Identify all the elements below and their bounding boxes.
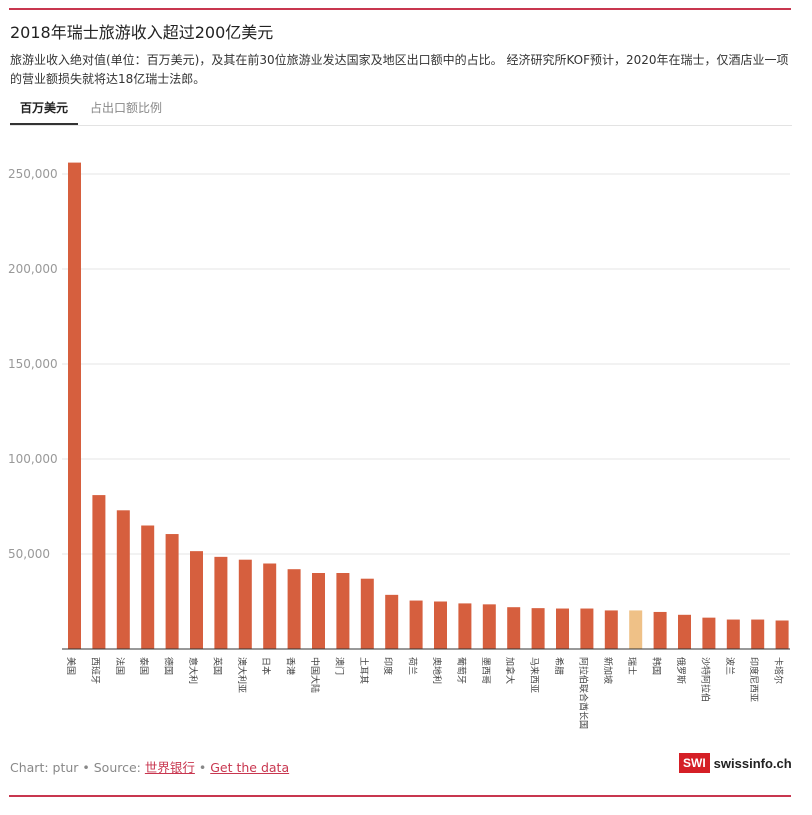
tab-export-share[interactable]: 占出口额比例 [90, 101, 163, 115]
x-tick-label: 波兰 [724, 657, 736, 675]
bar [482, 604, 496, 649]
x-tick-label: 加拿大 [504, 657, 516, 684]
bar [190, 551, 203, 649]
footer-separator: • [194, 760, 211, 775]
bar [507, 607, 521, 649]
bar [726, 619, 740, 649]
bar [68, 162, 81, 649]
x-tick-label: 瑞士 [626, 657, 638, 675]
bar [458, 603, 472, 649]
bar [287, 569, 301, 649]
x-tick-label: 荷兰 [407, 657, 419, 675]
bar [92, 495, 106, 649]
x-tick-label: 沙特阿拉伯 [699, 657, 711, 702]
x-tick-label: 阿拉伯联合酋长国 [577, 657, 589, 729]
x-tick-label: 澳门 [333, 657, 345, 675]
x-tick-label: 葡萄牙 [455, 657, 467, 684]
x-tick-label: 俄罗斯 [675, 657, 687, 684]
bar [653, 611, 667, 649]
x-tick-label: 马来西亚 [529, 657, 540, 693]
y-tick-label: 50,000 [8, 547, 50, 561]
x-tick-label: 法国 [114, 657, 126, 675]
bar [434, 601, 447, 649]
bar-chart: 50,000 100,000 150,000 200,000 250,000 美国 西班牙 法… [8, 162, 790, 729]
bar [629, 610, 643, 649]
bar [385, 594, 399, 649]
bar [678, 614, 691, 649]
tab-bar: 百万美元 占出口额比例 [10, 93, 792, 126]
bar [556, 608, 569, 649]
y-tick-label: 250,000 [8, 167, 58, 181]
credit-text: Chart: ptur • Source: [10, 760, 145, 775]
x-tick-label: 日本 [260, 657, 272, 675]
x-tick-label: 印度尼西亚 [748, 657, 760, 702]
x-tick-label: 美国 [65, 657, 77, 675]
x-tick-label: 英国 [211, 657, 223, 675]
get-data-link[interactable]: Get the data [210, 760, 290, 775]
bar [165, 534, 179, 649]
x-tick-label: 新加坡 [602, 657, 614, 684]
x-tick-label: 土耳其 [358, 657, 370, 684]
bar [360, 578, 374, 649]
swissinfo-logo[interactable]: SWI swissinfo.ch [679, 752, 792, 774]
source-link[interactable]: 世界银行 [144, 760, 195, 775]
x-tick-label: 奥地利 [431, 657, 443, 684]
x-tick-label: 西班牙 [89, 657, 101, 684]
x-tick-label: 墨西哥 [480, 657, 491, 684]
bar [604, 610, 618, 649]
y-tick-label: 100,000 [8, 452, 58, 466]
bar [702, 617, 716, 649]
bar [312, 573, 325, 649]
bar [580, 608, 594, 649]
bar [531, 608, 545, 649]
tab-million-usd[interactable]: 百万美元 [10, 93, 79, 125]
x-tick-label: 香港 [285, 657, 297, 675]
bar [141, 525, 155, 649]
x-tick-label: 印度 [382, 657, 394, 675]
x-tick-label: 澳大利亚 [236, 657, 248, 693]
swissinfo-logo-text: swissinfo.ch [713, 755, 792, 771]
swi-logo-box: SWI [679, 753, 710, 773]
bar [263, 563, 277, 649]
bar [336, 573, 350, 649]
bar [751, 619, 765, 649]
x-tick-label: 德国 [163, 657, 175, 675]
page-title: 2018年瑞士旅游收入超过200亿美元 [10, 23, 274, 42]
bar [116, 510, 130, 649]
y-tick-label: 200,000 [8, 262, 58, 276]
page-subtitle: 旅游业收入绝对值(单位：百万美元)，及其在前30位旅游业发达国家及地区出口额中的… [10, 53, 789, 86]
x-tick-label: 中国大陆 [309, 657, 321, 693]
x-tick-label: 意大利 [187, 657, 199, 684]
y-tick-label: 150,000 [8, 357, 58, 371]
x-tick-label: 泰国 [138, 657, 150, 675]
x-tick-label: 希腊 [553, 657, 565, 675]
bar [409, 600, 423, 649]
bar [238, 559, 252, 649]
bottom-rule [9, 795, 791, 797]
chart-footer: Chart: ptur • Source: 世界银行 • Get the dat… [10, 757, 289, 776]
x-tick-label: 卡塔尔 [773, 657, 785, 684]
bar [214, 556, 228, 649]
x-tick-label: 韩国 [651, 657, 663, 675]
top-rule [9, 8, 791, 10]
bar [775, 620, 789, 649]
